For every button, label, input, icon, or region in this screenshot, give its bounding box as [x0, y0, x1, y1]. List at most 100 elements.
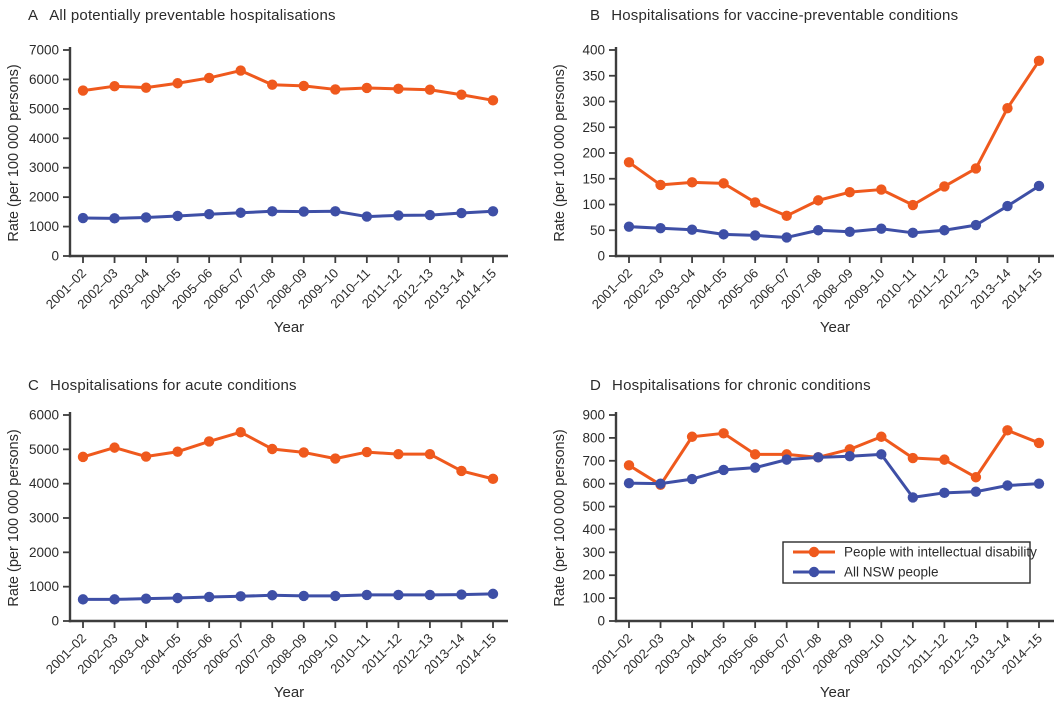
y-tick-label: 500 — [582, 499, 605, 514]
legend: People with intellectual disability All N… — [782, 541, 1037, 584]
data-point-marker — [298, 80, 309, 92]
data-point-marker — [623, 221, 635, 232]
y-tick-label: 400 — [582, 43, 605, 58]
circle-icon — [808, 546, 820, 558]
legend-label: All NSW people — [844, 565, 939, 580]
y-tick-label: 1000 — [29, 579, 59, 594]
y-axis-title: Rate (per 100 000 persons) — [6, 429, 22, 606]
panel-c-title: C Hospitalisations for acute conditions — [28, 377, 297, 394]
chart-svg-d: 0 100 200 300 400 500 600 700 800 900 2001–022002–… — [552, 408, 1054, 701]
data-point-marker — [393, 448, 404, 460]
data-point-marker — [235, 207, 246, 218]
panel-title-text: Hospitalisations for acute conditions — [50, 377, 297, 394]
data-point-marker — [1002, 200, 1013, 212]
data-point-marker — [939, 454, 950, 465]
y-tick-label: 0 — [51, 249, 59, 264]
data-point-marker — [203, 72, 215, 84]
data-point-marker — [686, 177, 698, 188]
data-point-marker — [172, 210, 183, 222]
y-tick-label: 300 — [582, 545, 605, 560]
data-point-marker — [1002, 102, 1013, 114]
data-point-marker — [655, 222, 666, 234]
circle-icon — [808, 566, 820, 578]
data-point-marker — [298, 206, 309, 217]
data-point-marker — [876, 431, 887, 442]
y-tick-label: 200 — [582, 568, 605, 583]
data-point-marker — [330, 453, 341, 464]
panel-letter: D — [590, 377, 602, 394]
series-line — [627, 59, 1041, 218]
y-tick-label: 0 — [597, 249, 605, 264]
legend-label: People with intellectual disability — [844, 545, 1037, 560]
y-tick-label: 0 — [51, 614, 59, 629]
series-intellectual_disability — [77, 426, 499, 485]
y-axis-title: Rate (per 100 000 persons) — [552, 64, 568, 241]
data-point-marker — [109, 80, 120, 92]
y-tick-label: 7000 — [29, 43, 59, 58]
y-tick-label: 150 — [582, 171, 605, 186]
data-point-marker — [623, 460, 635, 471]
data-point-marker — [424, 448, 436, 460]
panel-title-text: All potentially preventable hospitalisat… — [49, 7, 336, 24]
y-tick-label: 700 — [582, 453, 605, 468]
legend-box — [782, 541, 1031, 584]
data-point-marker — [655, 478, 666, 489]
data-point-marker — [361, 589, 373, 601]
series-intellectual_disability — [77, 65, 499, 106]
data-point-marker — [970, 472, 982, 483]
y-ticks: 0 1000 2000 3000 4000 5000 6000 — [29, 408, 70, 629]
data-point-marker — [267, 443, 278, 455]
x-ticks: 2001–022002–032003–042004–052005–062006–… — [43, 621, 499, 677]
y-tick-label: 600 — [582, 476, 605, 491]
data-point-marker — [203, 436, 215, 447]
axes — [68, 412, 508, 623]
y-tick-label: 5000 — [29, 442, 59, 457]
data-point-marker — [1002, 480, 1013, 491]
data-point-marker — [970, 163, 982, 174]
series-line — [81, 592, 495, 601]
data-point-marker — [77, 594, 89, 605]
chart-svg-b: 0 50 100 150 200 250 300 350 400 2001–022002–0320… — [552, 43, 1054, 336]
data-point-marker — [718, 178, 729, 189]
series-intellectual_disability — [623, 425, 1045, 491]
data-point-marker — [109, 213, 120, 224]
data-point-marker — [298, 590, 309, 602]
series-intellectual_disability — [623, 55, 1045, 222]
data-point-marker — [298, 447, 309, 458]
data-point-marker — [813, 195, 824, 206]
series-all_nsw — [623, 180, 1045, 243]
y-tick-label: 300 — [582, 94, 605, 109]
y-tick-label: 400 — [582, 522, 605, 537]
data-point-marker — [172, 78, 183, 89]
data-point-marker — [172, 592, 183, 604]
data-point-marker — [235, 426, 246, 438]
data-point-marker — [487, 95, 499, 106]
data-point-marker — [623, 478, 635, 489]
data-point-marker — [330, 84, 341, 95]
data-point-marker — [844, 186, 855, 198]
y-tick-label: 2000 — [29, 190, 59, 205]
data-point-marker — [77, 85, 89, 96]
data-point-marker — [939, 225, 950, 236]
y-tick-label: 0 — [597, 614, 605, 629]
y-ticks: 0 1000 2000 3000 4000 5000 6000 7000 — [29, 43, 70, 264]
data-point-marker — [813, 452, 824, 463]
y-tick-label: 100 — [582, 591, 605, 606]
data-point-marker — [1033, 437, 1045, 449]
data-point-marker — [1002, 425, 1013, 436]
data-point-marker — [456, 207, 467, 219]
data-point-marker — [361, 82, 373, 94]
data-point-marker — [876, 223, 887, 234]
data-point-marker — [424, 84, 436, 95]
data-point-marker — [686, 224, 698, 235]
y-tick-label: 6000 — [29, 72, 59, 87]
series-line — [627, 184, 1041, 239]
data-point-marker — [876, 184, 887, 195]
data-point-marker — [623, 157, 635, 168]
data-point-marker — [330, 206, 341, 217]
data-point-marker — [109, 442, 120, 453]
y-tick-label: 50 — [590, 223, 605, 238]
y-axis-title: Rate (per 100 000 persons) — [6, 64, 22, 241]
data-point-marker — [844, 451, 855, 462]
data-point-marker — [393, 210, 404, 221]
